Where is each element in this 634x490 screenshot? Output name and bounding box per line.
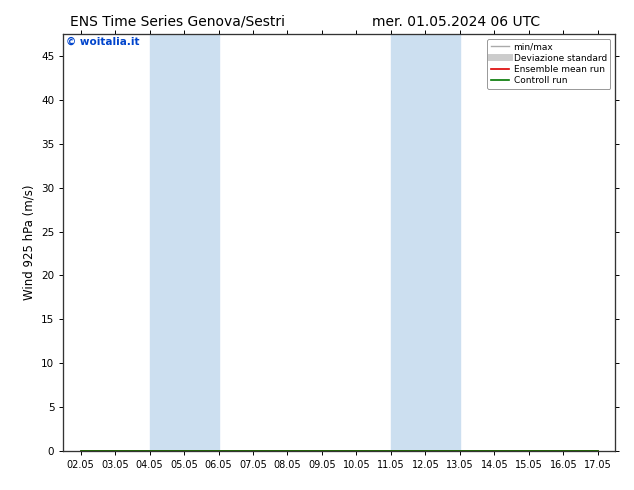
Y-axis label: Wind 925 hPa (m/s): Wind 925 hPa (m/s) — [23, 185, 36, 300]
Bar — [391, 34, 460, 451]
Text: ENS Time Series Genova/Sestri: ENS Time Series Genova/Sestri — [70, 15, 285, 29]
Bar — [150, 34, 219, 451]
Text: © woitalia.it: © woitalia.it — [66, 36, 139, 47]
Legend: min/max, Deviazione standard, Ensemble mean run, Controll run: min/max, Deviazione standard, Ensemble m… — [488, 39, 611, 89]
Text: mer. 01.05.2024 06 UTC: mer. 01.05.2024 06 UTC — [372, 15, 541, 29]
